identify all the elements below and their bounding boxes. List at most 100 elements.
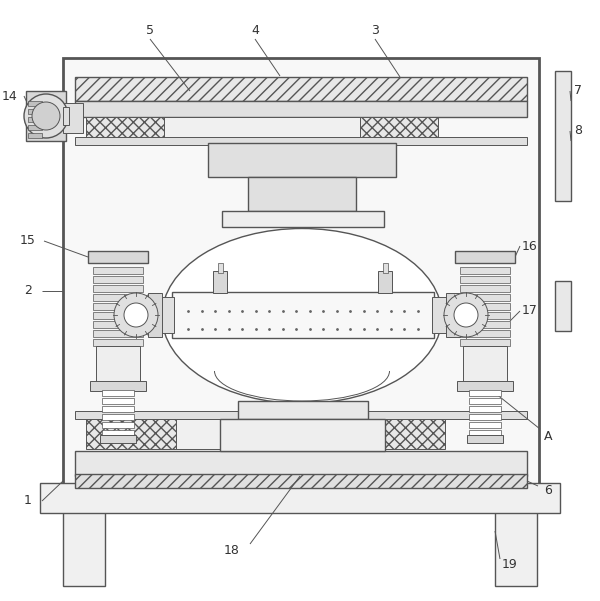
Bar: [469, 422, 501, 428]
Bar: [93, 285, 143, 292]
Bar: [28, 133, 42, 138]
Bar: [93, 303, 143, 310]
Bar: [28, 117, 42, 122]
Bar: [102, 390, 134, 396]
Bar: [96, 346, 140, 383]
Bar: [467, 435, 503, 443]
Bar: [86, 419, 176, 449]
Bar: [360, 117, 438, 139]
Bar: [93, 276, 143, 283]
Text: 2: 2: [24, 284, 32, 297]
Bar: [28, 101, 42, 106]
Bar: [460, 312, 510, 319]
Bar: [432, 297, 448, 333]
Text: 3: 3: [371, 25, 379, 37]
Bar: [248, 177, 356, 211]
Bar: [93, 312, 143, 319]
Bar: [90, 381, 146, 391]
Bar: [86, 117, 164, 139]
Bar: [102, 430, 134, 436]
Text: 16: 16: [522, 240, 538, 252]
Bar: [93, 267, 143, 274]
Bar: [378, 271, 392, 293]
Text: 4: 4: [251, 25, 259, 37]
Bar: [102, 406, 134, 412]
Bar: [93, 339, 143, 346]
Bar: [460, 276, 510, 283]
Text: A: A: [544, 430, 552, 442]
Bar: [176, 419, 355, 449]
Bar: [93, 294, 143, 301]
Circle shape: [24, 94, 68, 138]
Text: 1: 1: [24, 495, 32, 507]
Bar: [102, 398, 134, 404]
Bar: [495, 511, 537, 586]
Bar: [455, 251, 515, 263]
Bar: [460, 267, 510, 274]
Text: 17: 17: [522, 305, 538, 317]
Bar: [469, 406, 501, 412]
Bar: [222, 211, 384, 227]
Bar: [460, 303, 510, 310]
Bar: [220, 419, 385, 451]
Bar: [460, 339, 510, 346]
Text: 7: 7: [574, 85, 582, 97]
Bar: [63, 511, 105, 586]
Bar: [469, 390, 501, 396]
Text: 14: 14: [2, 90, 18, 103]
Bar: [93, 321, 143, 328]
Circle shape: [124, 303, 148, 327]
Bar: [28, 125, 42, 130]
Bar: [555, 281, 571, 331]
Bar: [40, 483, 560, 513]
Bar: [469, 430, 501, 436]
Bar: [102, 422, 134, 428]
Text: 15: 15: [20, 234, 36, 248]
Circle shape: [454, 303, 478, 327]
Bar: [460, 321, 510, 328]
Bar: [460, 285, 510, 292]
Bar: [460, 294, 510, 301]
Bar: [88, 251, 148, 263]
Bar: [75, 101, 527, 117]
Circle shape: [114, 293, 158, 337]
Bar: [75, 77, 527, 101]
Ellipse shape: [162, 228, 442, 403]
Text: 8: 8: [574, 124, 582, 138]
Bar: [463, 346, 507, 383]
Circle shape: [32, 102, 60, 130]
Bar: [460, 330, 510, 337]
Bar: [102, 414, 134, 420]
Bar: [158, 297, 174, 333]
Bar: [75, 474, 527, 488]
Bar: [63, 58, 539, 488]
Bar: [75, 137, 527, 145]
Bar: [100, 435, 136, 443]
Circle shape: [444, 293, 488, 337]
Bar: [213, 271, 227, 293]
Bar: [172, 292, 434, 338]
Bar: [238, 401, 368, 419]
Bar: [218, 263, 223, 273]
Bar: [28, 109, 42, 114]
Bar: [26, 91, 66, 141]
Bar: [383, 263, 388, 273]
Bar: [208, 143, 396, 177]
Bar: [75, 451, 527, 476]
Bar: [469, 414, 501, 420]
Bar: [164, 117, 360, 139]
Text: 18: 18: [224, 545, 240, 558]
Bar: [148, 293, 162, 337]
Bar: [75, 411, 527, 419]
Text: 5: 5: [146, 25, 154, 37]
Bar: [457, 381, 513, 391]
Bar: [355, 419, 445, 449]
Bar: [469, 398, 501, 404]
Bar: [63, 107, 69, 125]
Text: 19: 19: [502, 558, 518, 572]
Bar: [446, 293, 460, 337]
Bar: [555, 71, 571, 201]
Bar: [93, 330, 143, 337]
Text: 6: 6: [544, 484, 552, 498]
Bar: [63, 103, 83, 133]
